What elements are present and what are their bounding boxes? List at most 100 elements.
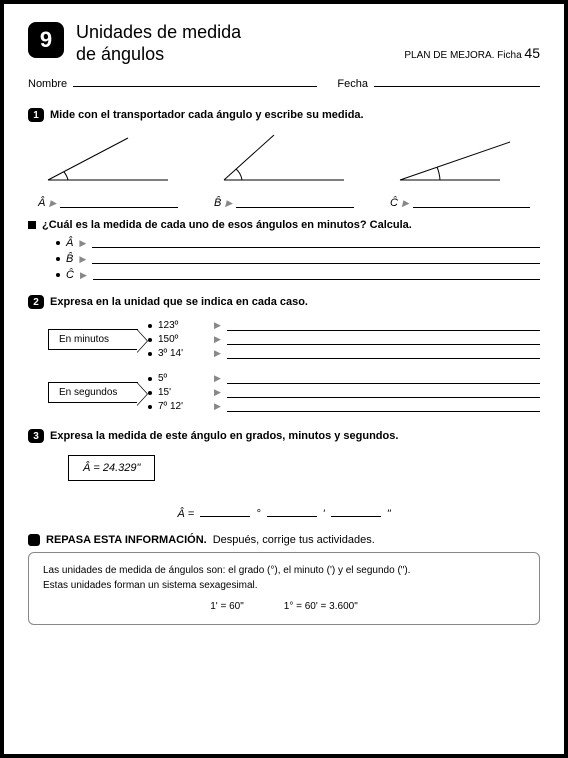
bullet-icon	[148, 391, 152, 395]
ex1-item-label-0: Â	[66, 237, 73, 249]
plan-number: 45	[524, 45, 540, 61]
unit-number: 9	[28, 22, 64, 58]
ex3-min-input[interactable]	[267, 507, 317, 517]
plan-prefix: PLAN DE MEJORA. Ficha	[404, 50, 521, 61]
triangle-icon: ▶	[79, 238, 86, 249]
bullet-icon	[148, 377, 152, 381]
g2-input-1[interactable]	[227, 388, 540, 398]
g2-row-0: 5º ▶	[148, 373, 540, 384]
ex1-item-2: Ĉ▶	[56, 269, 540, 281]
angle-1: B̂▶	[214, 130, 354, 209]
ex1-item-1: B̂▶	[56, 253, 540, 265]
convert-group-1: En minutos 123º▶150º▶3º 14'▶	[28, 317, 540, 362]
triangle-icon: ▶	[214, 373, 221, 384]
g1-value-1: 150º	[158, 334, 208, 345]
angle-input-1[interactable]	[236, 198, 354, 208]
g1-input-0[interactable]	[227, 321, 540, 331]
square-bullet-icon	[28, 221, 36, 229]
ex3-number: 3	[28, 429, 44, 443]
bullet-icon	[56, 273, 60, 277]
bullet-icon	[148, 352, 152, 356]
review-icon	[28, 534, 40, 546]
ex1-bullets: Â▶B̂▶Ĉ▶	[28, 237, 540, 281]
group2-items: 5º ▶ 15' ▶ 7º 12' ▶	[148, 370, 540, 415]
g2-input-0[interactable]	[227, 374, 540, 384]
deg-symbol: °	[256, 508, 260, 520]
bullet-icon	[148, 324, 152, 328]
ex2-number: 2	[28, 295, 44, 309]
angle-0: Â▶	[38, 130, 178, 209]
exercise-3: 3 Expresa la medida de este ángulo en gra…	[28, 429, 540, 520]
group1-items: 123º▶150º▶3º 14'▶	[148, 317, 540, 362]
ex1-item-input-1[interactable]	[92, 254, 540, 264]
ex2-prompt: Expresa en la unidad que se indica en ca…	[50, 296, 308, 308]
triangle-icon: ▶	[214, 334, 221, 345]
tag-minutes: En minutos	[48, 329, 138, 350]
ex1-item-input-2[interactable]	[93, 270, 540, 280]
title-line1: Unidades de medida	[76, 22, 392, 44]
review-heading-rest: Después, corrige tus actividades.	[213, 534, 375, 546]
angle-label-0: Â	[38, 197, 45, 209]
name-input-line[interactable]	[73, 75, 317, 87]
min-symbol: '	[323, 508, 325, 520]
ex1-sub-prompt: ¿Cuál es la medida de cada uno de esos á…	[42, 219, 412, 231]
g1-value-0: 123º	[158, 320, 208, 331]
info-line1: Las unidades de medida de ángulos son: e…	[43, 563, 525, 578]
sec-symbol: "	[387, 508, 391, 520]
g1-input-1[interactable]	[227, 335, 540, 345]
triangle-icon: ▶	[214, 387, 221, 398]
triangle-icon: ▶	[214, 320, 221, 331]
info-line2: Estas unidades forman un sistema sexages…	[43, 578, 525, 593]
g2-row-2: 7º 12' ▶	[148, 401, 540, 412]
ex3-result-lhs: Â =	[177, 508, 194, 520]
review-section: REPASA ESTA INFORMACIÓN. Después, corrige…	[28, 534, 540, 625]
title-line2: de ángulos	[76, 44, 392, 66]
eq2: 1° = 60' = 3.600"	[284, 601, 358, 612]
triangle-icon: ▶	[80, 270, 87, 281]
g2-input-2[interactable]	[227, 402, 540, 412]
exercise-1: 1Mide con el transportador cada ángulo y…	[28, 108, 540, 281]
triangle-icon: ▶	[402, 198, 409, 209]
tag-seconds: En segundos	[48, 382, 138, 403]
info-equations: 1' = 60" 1° = 60' = 3.600"	[43, 599, 525, 614]
bullet-icon	[56, 257, 60, 261]
date-label: Fecha	[337, 78, 368, 90]
ex1-item-input-0[interactable]	[92, 238, 540, 248]
angle-label-2: Ĉ	[390, 197, 398, 209]
ex3-deg-input[interactable]	[200, 507, 250, 517]
g2-value-2: 7º 12'	[158, 401, 208, 412]
g1-row-2: 3º 14'▶	[148, 348, 540, 359]
exercise-2: 2 Expresa en la unidad que se indica en c…	[28, 295, 540, 415]
name-label: Nombre	[28, 78, 67, 90]
bullet-icon	[148, 338, 152, 342]
angle-svg-0	[38, 130, 178, 190]
angle-svg-2	[390, 130, 530, 190]
g1-input-2[interactable]	[227, 349, 540, 359]
g2-value-1: 15'	[158, 387, 208, 398]
ex3-prompt: Expresa la medida de este ángulo en grad…	[50, 430, 398, 442]
g1-row-1: 150º ▶	[148, 334, 540, 345]
angle-svg-1	[214, 130, 354, 190]
ex1-number: 1	[28, 108, 44, 122]
name-date-row: Nombre Fecha	[28, 75, 540, 90]
date-input-line[interactable]	[374, 75, 540, 87]
triangle-icon: ▶	[214, 348, 221, 359]
ex3-result-line: Â = ° ' "	[28, 507, 540, 520]
eq1: 1' = 60"	[210, 601, 244, 612]
triangle-icon: ▶	[225, 198, 232, 209]
triangle-icon: ▶	[214, 401, 221, 412]
angle-2: Ĉ▶	[390, 130, 530, 209]
triangle-icon: ▶	[49, 198, 56, 209]
page-title: Unidades de medida de ángulos	[76, 22, 392, 65]
angle-input-0[interactable]	[60, 198, 178, 208]
convert-group-2: En segundos 5º ▶ 15' ▶ 7º 12' ▶	[28, 370, 540, 415]
g1-row-0: 123º ▶	[148, 320, 540, 331]
ex1-item-0: Â▶	[56, 237, 540, 249]
review-heading-bold: REPASA ESTA INFORMACIÓN.	[46, 534, 207, 546]
angle-input-2[interactable]	[413, 198, 530, 208]
g2-value-0: 5º	[158, 373, 208, 384]
ex3-sec-input[interactable]	[331, 507, 381, 517]
g2-row-1: 15' ▶	[148, 387, 540, 398]
bullet-icon	[56, 241, 60, 245]
plan-label: PLAN DE MEJORA. Ficha 45	[404, 45, 540, 61]
